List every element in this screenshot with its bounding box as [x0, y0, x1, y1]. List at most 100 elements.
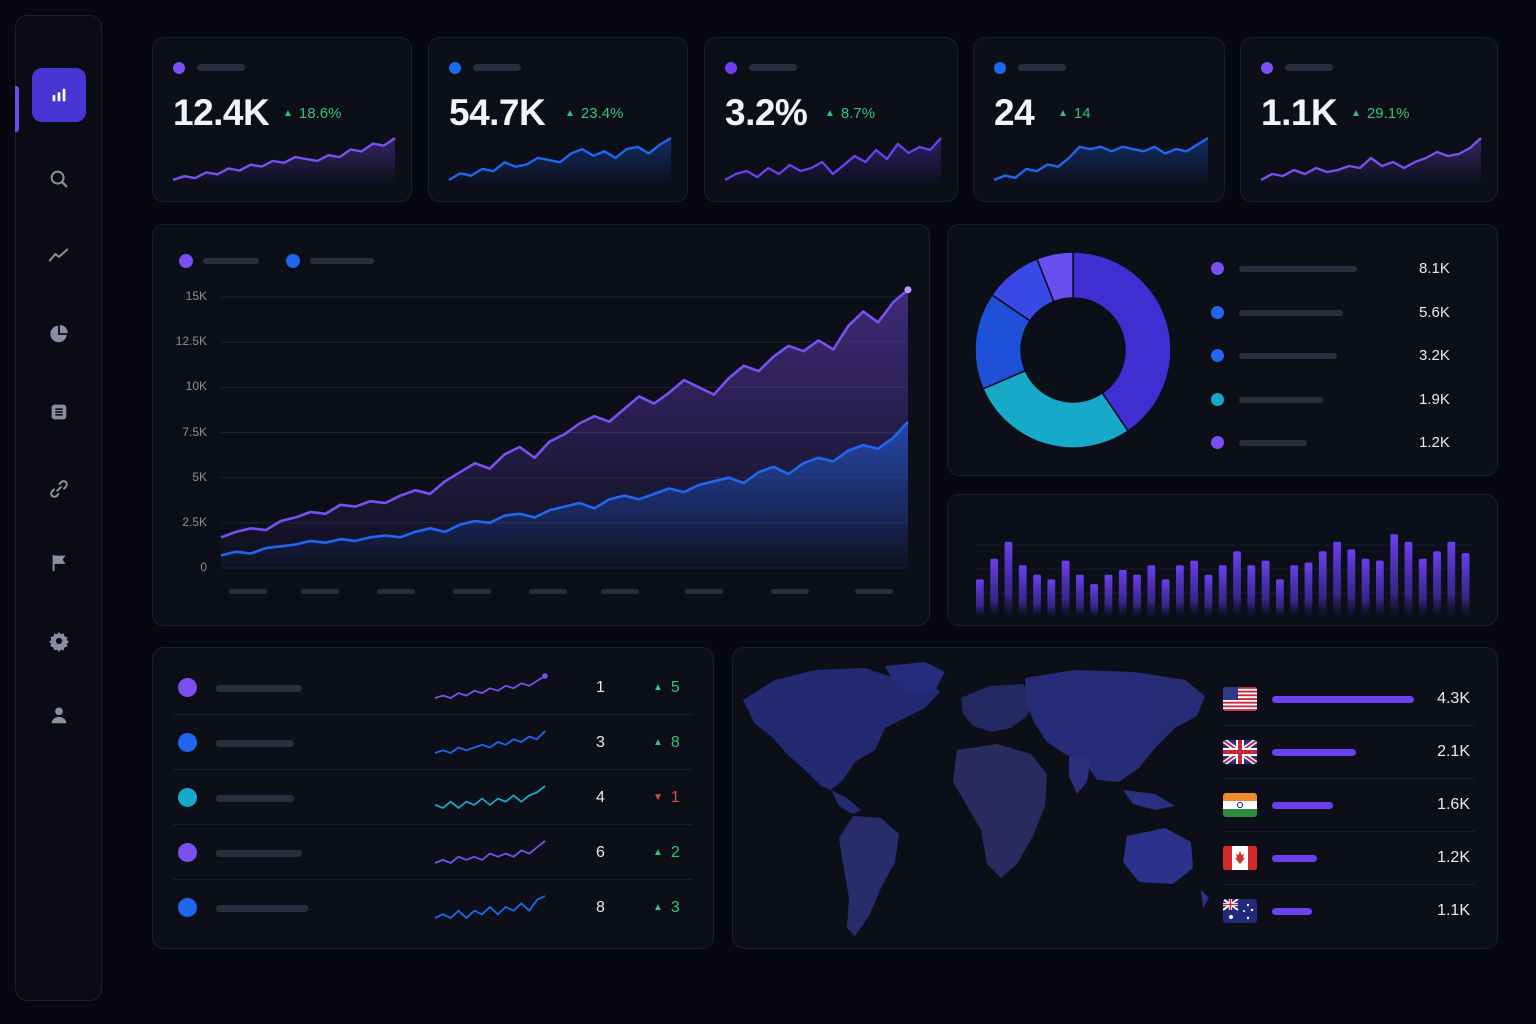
nav-item-trends[interactable] — [32, 228, 86, 282]
up-arrow-icon: ▲ — [653, 902, 663, 913]
up-arrow-icon: ▲ — [565, 108, 575, 119]
kpi-value: 24 — [994, 92, 1035, 133]
country-value: 2.1K — [1437, 743, 1470, 760]
bar-33 — [1433, 551, 1441, 617]
up-arrow-icon: ▲ — [1058, 108, 1068, 119]
y-tick-label: 5K — [192, 469, 207, 484]
bar-11 — [1118, 570, 1127, 617]
map-central-america — [831, 790, 861, 814]
user-icon — [51, 707, 67, 724]
legend-dot-series-2 — [286, 254, 300, 268]
uk-flag-icon — [1223, 740, 1257, 764]
nav-item-profile[interactable] — [32, 688, 86, 742]
row-rank: 8 — [596, 899, 605, 916]
world-map-panel: 4.3K 2.1K 1.6K 1.2K 1.1K — [732, 647, 1498, 949]
flag-icon — [52, 554, 66, 572]
row-color-dot — [178, 733, 197, 752]
bar-27 — [1347, 549, 1356, 617]
nav-item-list[interactable] — [32, 385, 86, 439]
bar-16 — [1190, 560, 1199, 617]
sparkline-line — [993, 136, 1209, 182]
series-area-2 — [221, 421, 908, 568]
canada-flag-icon — [1223, 846, 1257, 870]
map-asia — [1025, 670, 1205, 782]
australia-flag-icon — [1223, 899, 1257, 923]
sparkline-area — [173, 138, 395, 186]
kpi-card-5[interactable]: 1.1K ▲ 29.1% — [1240, 37, 1498, 202]
y-tick-label: 2.5K — [182, 514, 207, 529]
up-arrow-icon: ▲ — [825, 108, 835, 119]
row-rank: 4 — [596, 789, 605, 806]
row-label-placeholder — [216, 905, 308, 912]
row-rank: 3 — [596, 734, 605, 751]
kpi-delta-value: 18.6% — [298, 105, 342, 122]
x-tick-placeholder — [601, 589, 639, 594]
sparkline-line — [724, 137, 942, 182]
list-icon — [51, 404, 67, 420]
nav-item-search[interactable] — [32, 152, 86, 206]
kpi-sparkline — [448, 136, 672, 186]
bar-8 — [1076, 574, 1084, 617]
y-tick-label: 12.5K — [175, 334, 207, 349]
kpi-card-4[interactable]: 24 ▲ 14 — [973, 37, 1225, 202]
nav-item-reports[interactable] — [32, 307, 86, 361]
map-north-america — [743, 668, 940, 790]
donut-chart — [974, 251, 1172, 449]
donut-legend-value: 1.9K — [1419, 390, 1450, 408]
bar-24 — [1304, 562, 1313, 617]
bar-22 — [1276, 579, 1284, 617]
series-line-1 — [220, 288, 909, 539]
us-flag-icon — [1223, 687, 1257, 711]
kpi-dot — [725, 62, 737, 74]
kpi-card-3[interactable]: 3.2% ▲ 8.7% — [704, 37, 958, 202]
map-new-zealand — [1201, 890, 1209, 908]
bar-15 — [1176, 565, 1184, 617]
donut-legend-label-placeholder — [1239, 309, 1343, 316]
country-share-bar — [1272, 802, 1334, 809]
trend-line-icon — [48, 248, 69, 262]
row-sparkline — [434, 895, 546, 920]
bar-35 — [1461, 553, 1470, 617]
kpi-delta: ▲ 8.7% — [825, 105, 875, 122]
row-rank: 1 — [596, 679, 605, 696]
bar-chart — [974, 534, 1474, 617]
bar-13 — [1147, 565, 1156, 617]
bar-1 — [976, 579, 984, 617]
bar-18 — [1218, 565, 1227, 617]
bar-19 — [1233, 551, 1241, 617]
up-arrow-icon: ▲ — [653, 847, 663, 858]
x-tick-placeholder — [301, 589, 339, 594]
bar-31 — [1404, 541, 1413, 617]
nav-item-goals[interactable] — [32, 536, 86, 590]
down-arrow-icon: ▼ — [653, 792, 663, 803]
x-tick-placeholder — [377, 589, 415, 594]
legend-label-placeholder — [203, 258, 259, 264]
nav-item-dashboard[interactable] — [32, 68, 86, 122]
row-divider — [173, 714, 693, 715]
row-delta: ▲ 3 — [653, 899, 680, 917]
kpi-value: 1.1K — [1261, 92, 1338, 133]
bar-6 — [1047, 579, 1056, 617]
world-map[interactable] — [735, 658, 1215, 948]
legend-dot-series-1 — [179, 254, 193, 268]
nav-item-links[interactable] — [32, 462, 86, 516]
bar-2 — [990, 558, 999, 617]
bar-29 — [1376, 560, 1384, 617]
kpi-card-1[interactable]: 12.4K ▲ 18.6% — [152, 37, 412, 202]
row-sparkline-line — [434, 785, 546, 810]
country-share-bar — [1272, 855, 1318, 862]
y-tick-label: 7.5K — [182, 424, 207, 439]
country-share-bar — [1272, 908, 1312, 915]
country-share-bar — [1272, 749, 1356, 756]
row-label-placeholder — [216, 740, 294, 747]
sparkline-line — [1260, 137, 1482, 182]
kpi-label-placeholder — [473, 64, 521, 71]
bar-7 — [1061, 560, 1070, 617]
map-australia — [1123, 828, 1193, 884]
map-southeast-asia — [1123, 790, 1175, 810]
kpi-card-2[interactable]: 54.7K ▲ 23.4% — [428, 37, 688, 202]
bar-17 — [1204, 574, 1213, 617]
nav-item-settings[interactable] — [32, 614, 86, 668]
country-divider — [1223, 884, 1475, 885]
row-delta: ▼ 1 — [653, 789, 680, 807]
